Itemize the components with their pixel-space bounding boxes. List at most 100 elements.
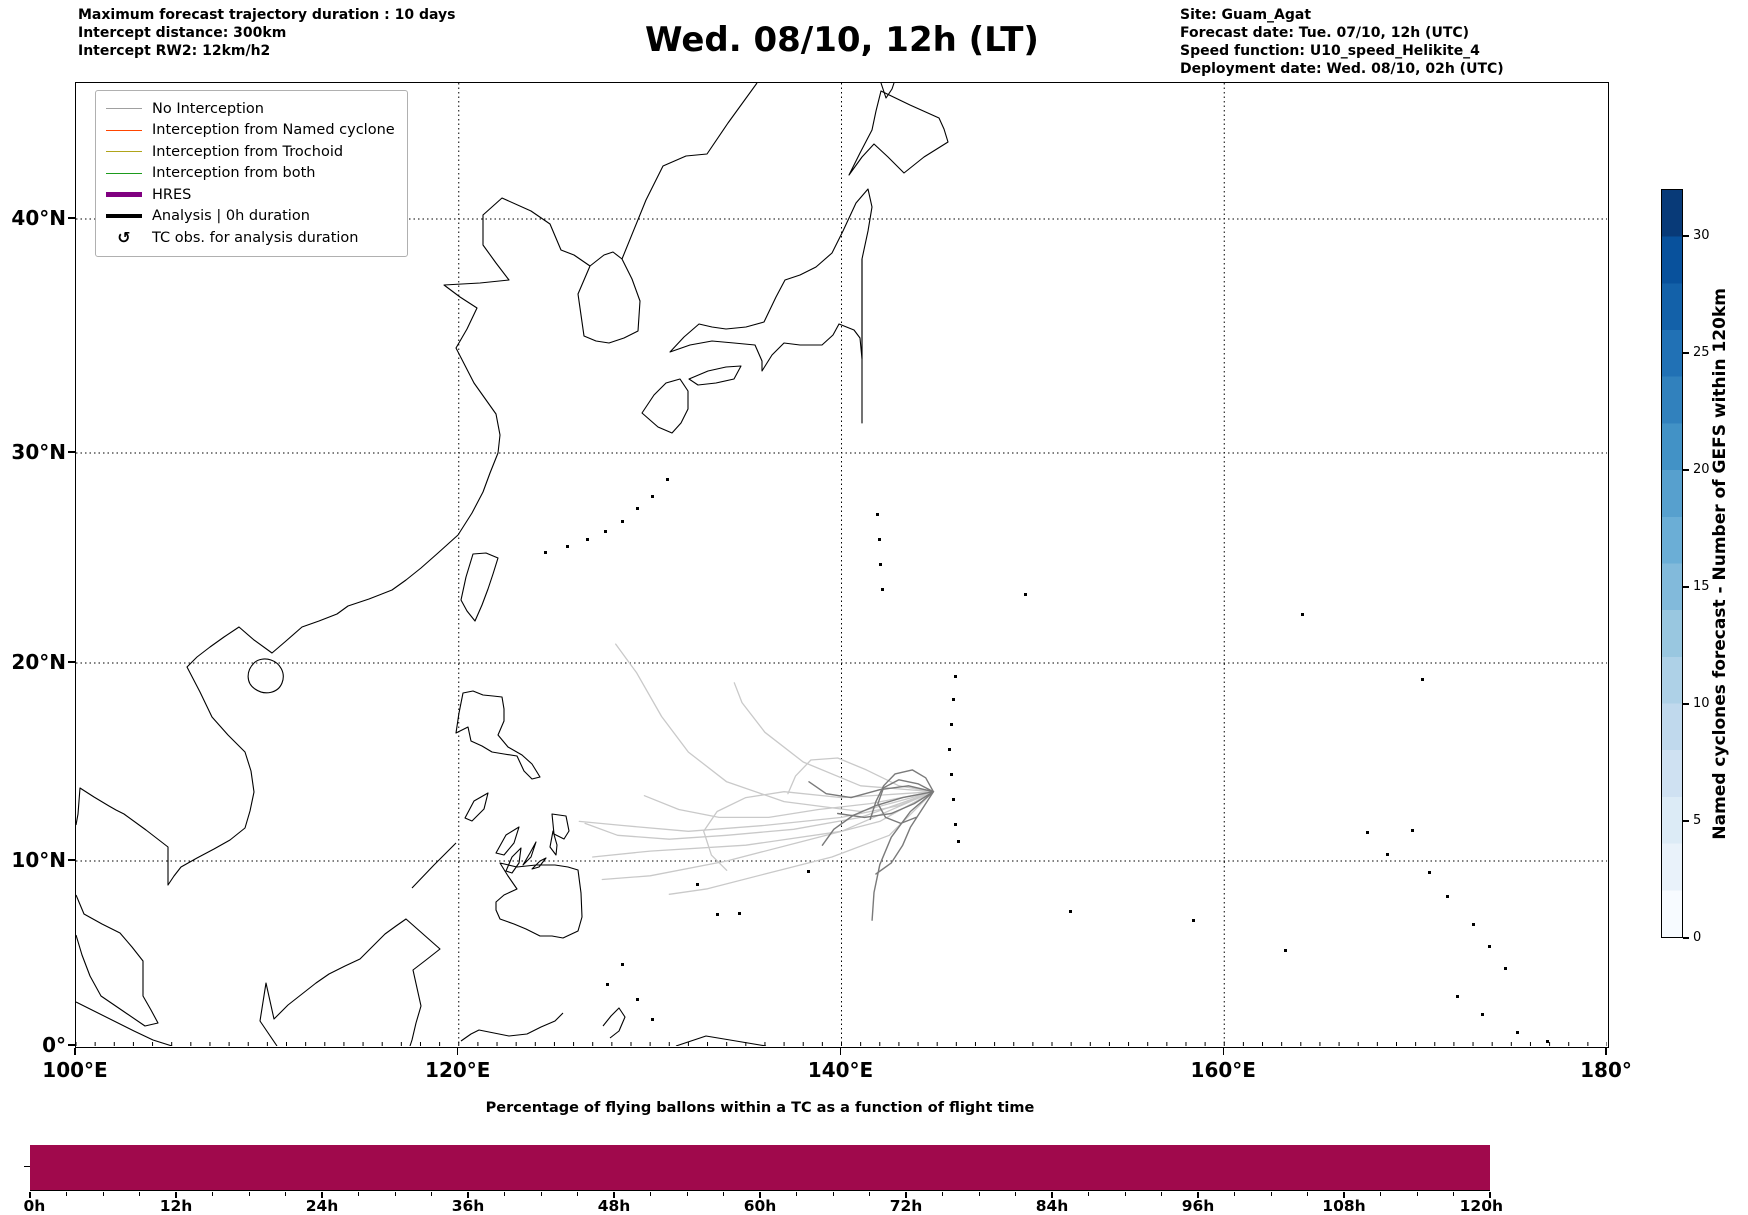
bar-major-tick [1197, 1192, 1199, 1198]
trajectory-no-interception-4 [733, 682, 935, 793]
trajectory-no-interception-5 [601, 791, 935, 881]
trajectory-no-interception-7 [668, 791, 935, 895]
bar-minor-tick [66, 1192, 67, 1196]
bar-major-tick [175, 1192, 177, 1198]
legend-label: TC obs. for analysis duration [152, 229, 359, 246]
bar-minor-tick [139, 1192, 140, 1196]
trajectory-no-interception-9 [787, 757, 935, 795]
legend-line-sample [106, 129, 142, 131]
tc-obs-icon: ↺ [117, 227, 131, 247]
bar-xtick-60: 60h [743, 1197, 777, 1215]
map-gridlines [76, 83, 1607, 1046]
island-dots [544, 478, 1549, 1043]
bar-xtick-72: 72h [889, 1197, 923, 1215]
colorbar-tickmark [1683, 352, 1689, 354]
bar-major-tick [467, 1192, 469, 1198]
bar-minor-tick [723, 1192, 724, 1196]
bar-xtick-36: 36h [451, 1197, 485, 1215]
map-ytick-30: 30°N [11, 440, 66, 464]
bar-minor-tick [1307, 1192, 1308, 1196]
trajectory-no-interception-3 [615, 643, 935, 813]
colorbar-tick-10: 10 [1693, 695, 1710, 711]
bar-xtick-48: 48h [597, 1197, 631, 1215]
bar-xtick-96: 96h [1181, 1197, 1215, 1215]
bar-minor-tick [686, 1192, 688, 1196]
map-ytick-0: 0° [42, 1033, 66, 1057]
bar-major-tick [905, 1192, 907, 1198]
bar-minor-tick [869, 1192, 870, 1196]
legend-label: Interception from Named cyclone [152, 122, 395, 139]
bar-minor-tick [1015, 1192, 1016, 1196]
legend-item-5: Analysis | 0h duration [106, 206, 395, 228]
colorbar-tick-15: 15 [1693, 578, 1710, 594]
bar-major-tick [29, 1192, 31, 1198]
bar-minor-tick [577, 1192, 578, 1196]
map-ytickmark [68, 661, 75, 663]
colorbar-tickmark [1683, 820, 1689, 822]
trajectory-no-interception-1 [578, 791, 935, 832]
bar-minor-tick [504, 1192, 505, 1196]
bar-minor-tick [1416, 1192, 1418, 1196]
bar-minor-tick [796, 1192, 797, 1196]
map-ytickmark [68, 1044, 75, 1046]
colorbar-tick-5: 5 [1693, 812, 1702, 828]
info-block-left: Maximum forecast trajectory duration : 1… [78, 7, 456, 59]
colorbar-tickmark [1683, 586, 1689, 588]
map-xtickmark [1222, 1048, 1224, 1055]
colorbar-tick-25: 25 [1693, 344, 1710, 360]
percentage-bar [30, 1145, 1490, 1190]
map-ytick-10: 10°N [11, 848, 66, 872]
colorbar-label: Named cyclones forecast - Number of GEFS… [1700, 189, 1740, 938]
bottom-chart-title: Percentage of flying ballons within a TC… [485, 1100, 1035, 1116]
bar-minor-tick [1270, 1192, 1272, 1196]
bar-xtick-84: 84h [1035, 1197, 1069, 1215]
colorbar-tick-30: 30 [1693, 227, 1710, 243]
legend-item-0: No Interception [106, 98, 395, 120]
trajectory-no-interception-8 [643, 791, 935, 819]
figure-title: Wed. 08/10, 12h (LT) [645, 20, 1039, 60]
trajectory-no-interception-15 [821, 791, 935, 846]
bar-xtick-24: 24h [305, 1197, 339, 1215]
colorbar [1661, 189, 1683, 938]
bar-minor-tick [1161, 1192, 1162, 1196]
bar-minor-tick [431, 1192, 432, 1196]
legend-item-2: Interception from Trochoid [106, 141, 395, 163]
map-legend: No Interception Interception from Named c… [95, 90, 408, 257]
legend-label: HRES [152, 186, 192, 203]
legend-line-sample [106, 151, 142, 153]
map-ytickmark [68, 451, 75, 453]
legend-label: Interception from Trochoid [152, 143, 344, 160]
bar-minor-tick [1124, 1192, 1126, 1196]
bar-minor-tick [102, 1192, 104, 1196]
colorbar-tickmark [1683, 937, 1689, 939]
map-ytick-40: 40°N [11, 206, 66, 230]
balloon-trajectories [578, 643, 935, 921]
bar-minor-tick [832, 1192, 834, 1196]
bar-major-tick [321, 1192, 323, 1198]
bar-major-tick [1051, 1192, 1053, 1198]
bottom-bar-ytick [24, 1166, 30, 1168]
coastlines [76, 83, 949, 1046]
map-axes [75, 82, 1609, 1048]
map-xtickmark [1605, 1048, 1607, 1055]
bar-xtick-0: 0h [23, 1197, 46, 1215]
bar-xtick-120: 120h [1459, 1197, 1504, 1215]
bottom-bar-axes [30, 1145, 1490, 1191]
legend-label: Interception from both [152, 165, 316, 182]
bar-major-tick [613, 1192, 615, 1198]
colorbar-tick-0: 0 [1693, 930, 1702, 945]
legend-item-3: Interception from both [106, 163, 395, 185]
map-ytick-20: 20°N [11, 650, 66, 674]
legend-item-6: ↺ TC obs. for analysis duration [106, 227, 395, 249]
bar-xtick-12: 12h [159, 1197, 193, 1215]
trajectory-no-interception-13 [875, 791, 935, 875]
bar-minor-tick [1380, 1192, 1381, 1196]
bar-minor-tick [978, 1192, 980, 1196]
trajectory-no-interception-16 [877, 779, 935, 825]
map-xtick-160: 160°E [1190, 1058, 1256, 1082]
map-xtickmark [74, 1048, 76, 1055]
legend-label: No Interception [152, 100, 264, 117]
trajectory-no-interception-11 [808, 781, 935, 799]
map-canvas [76, 83, 1607, 1046]
